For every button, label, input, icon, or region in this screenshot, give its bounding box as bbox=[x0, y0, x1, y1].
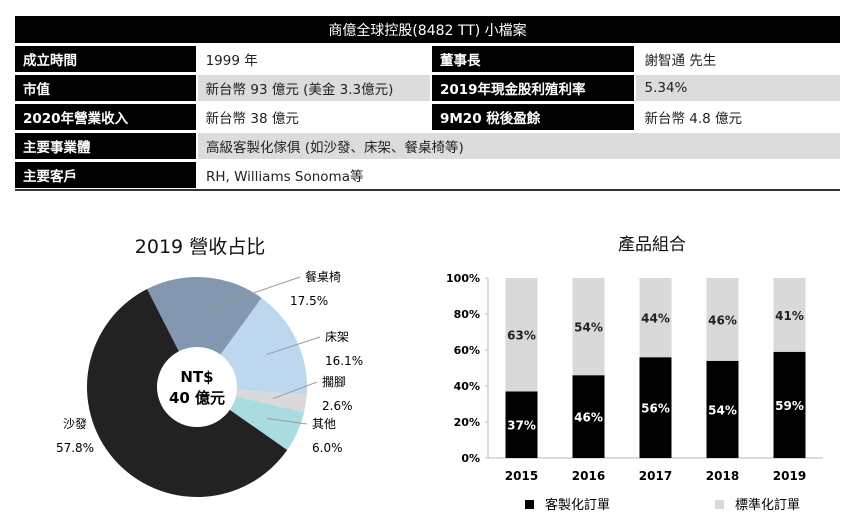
bar-data-label: 59% bbox=[775, 399, 804, 413]
legend-label: 客製化訂單 bbox=[545, 497, 610, 513]
bar-title: 產品組合 bbox=[618, 235, 686, 255]
row-label: 市值 bbox=[15, 75, 196, 101]
bar-data-label: 46% bbox=[708, 313, 737, 327]
slice-label: 餐桌椅 bbox=[305, 269, 341, 284]
y-tick-label: 40% bbox=[454, 380, 480, 393]
product-mix-bar-chart: 產品組合 0% 20% 40% 60% 80% 100% 37% 63% 2015 46% 54% 2… bbox=[446, 235, 823, 513]
center-label-line2: 40 億元 bbox=[169, 389, 225, 407]
slice-label: 床架 bbox=[325, 330, 349, 344]
table-title: 商億全球控股(8482 TT) 小檔案 bbox=[15, 16, 840, 43]
slice-value-label: 57.8% bbox=[56, 441, 94, 455]
y-tick-label: 80% bbox=[454, 308, 480, 321]
company-profile-table: 商億全球控股(8482 TT) 小檔案 成立時間 1999 年 董事長 謝智通 … bbox=[15, 16, 840, 191]
row-value: 5.34% bbox=[636, 75, 840, 101]
slice-label: 擱腳 bbox=[322, 375, 346, 389]
x-tick-label: 2019 bbox=[773, 469, 806, 483]
legend-swatch bbox=[715, 500, 724, 509]
row-label: 9M20 稅後盈餘 bbox=[431, 104, 635, 130]
row-value: RH, Williams Sonoma等 bbox=[198, 162, 840, 188]
bar-標準化訂單-2019 bbox=[773, 278, 806, 352]
bar-客製化訂單-2015 bbox=[505, 391, 538, 458]
y-tick-label: 20% bbox=[454, 416, 480, 429]
bar-data-label: 54% bbox=[574, 321, 603, 335]
bar-客製化訂單-2018 bbox=[706, 360, 739, 458]
y-tick-label: 0% bbox=[461, 452, 480, 465]
row-label: 成立時間 bbox=[15, 46, 196, 72]
table-row: 市值 新台幣 93 億元 (美金 3.3億元) 2019年現金股利殖利率 5.3… bbox=[15, 75, 840, 101]
bar-data-label: 41% bbox=[775, 309, 804, 323]
leader-line bbox=[272, 381, 318, 400]
revenue-pie-chart: 2019 營收占比 NT$ 40 億元 餐桌椅 17.5% 床架 16.1% 擱腳 2.6… bbox=[56, 236, 363, 497]
bar-標準化訂單-2015 bbox=[505, 278, 538, 392]
legend-swatch bbox=[525, 500, 534, 509]
row-value: 新台幣 93 億元 (美金 3.3億元) bbox=[197, 75, 430, 101]
bar-客製化訂單-2016 bbox=[572, 375, 605, 458]
table-row: 成立時間 1999 年 董事長 謝智通 先生 bbox=[15, 46, 840, 72]
y-tick-label: 60% bbox=[454, 344, 480, 357]
y-tick-label: 100% bbox=[446, 272, 480, 285]
center-label-line1: NT$ bbox=[180, 368, 213, 386]
table-row: 2020年營業收入 新台幣 38 億元 9M20 稅後盈餘 新台幣 4.8 億元 bbox=[15, 104, 840, 130]
bar-客製化訂單-2019 bbox=[773, 351, 806, 458]
slice-label: 其他 bbox=[312, 417, 336, 431]
leader-line bbox=[202, 276, 301, 311]
row-value: 1999 年 bbox=[197, 46, 430, 72]
slice-value-label: 6.0% bbox=[312, 441, 343, 455]
row-label: 2019年現金股利殖利率 bbox=[431, 75, 635, 101]
bar-data-label: 46% bbox=[574, 411, 603, 425]
bar-標準化訂單-2016 bbox=[572, 278, 605, 376]
row-label: 主要事業體 bbox=[15, 133, 196, 159]
slice-label: 沙發 bbox=[63, 416, 87, 431]
table-bottom-rule bbox=[15, 189, 840, 191]
pie-title: 2019 營收占比 bbox=[135, 236, 265, 258]
x-tick-label: 2016 bbox=[572, 469, 605, 483]
bar-data-label: 56% bbox=[641, 402, 670, 416]
row-label: 董事長 bbox=[431, 46, 635, 72]
slice-value-label: 17.5% bbox=[290, 294, 328, 308]
slice-value-label: 16.1% bbox=[325, 354, 363, 368]
x-tick-label: 2015 bbox=[505, 469, 538, 483]
row-label: 主要客戶 bbox=[15, 162, 196, 188]
bar-data-label: 44% bbox=[641, 312, 670, 326]
row-label: 2020年營業收入 bbox=[15, 104, 196, 130]
leader-line bbox=[267, 417, 308, 425]
row-value: 新台幣 4.8 億元 bbox=[636, 104, 840, 130]
row-value: 謝智通 先生 bbox=[636, 46, 840, 72]
leader-line bbox=[266, 336, 321, 355]
legend-label: 標準化訂單 bbox=[735, 497, 800, 513]
donut-hole bbox=[157, 347, 237, 427]
bar-客製化訂單-2017 bbox=[639, 357, 672, 458]
bar-data-label: 54% bbox=[708, 403, 737, 417]
row-value: 高級客製化傢俱 (如沙發、床架、餐桌椅等) bbox=[198, 133, 840, 159]
bar-標準化訂單-2017 bbox=[639, 278, 672, 358]
bar-data-label: 37% bbox=[507, 419, 536, 433]
x-tick-label: 2017 bbox=[639, 469, 672, 483]
table-row: 主要客戶 RH, Williams Sonoma等 bbox=[15, 162, 840, 188]
bar-標準化訂單-2018 bbox=[706, 278, 739, 361]
slice-value-label: 2.6% bbox=[322, 399, 353, 413]
table-row: 主要事業體 高級客製化傢俱 (如沙發、床架、餐桌椅等) bbox=[15, 133, 840, 159]
row-value: 新台幣 38 億元 bbox=[197, 104, 430, 130]
bar-data-label: 63% bbox=[507, 329, 536, 343]
x-tick-label: 2018 bbox=[706, 469, 739, 483]
pie-slice-0 bbox=[147, 277, 262, 387]
